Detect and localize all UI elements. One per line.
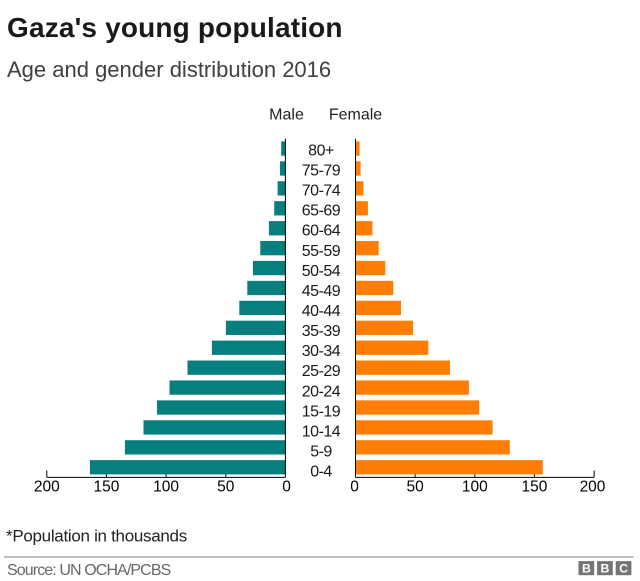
svg-text:200: 200 — [580, 479, 606, 496]
svg-text:C: C — [619, 562, 628, 576]
svg-text:65-69: 65-69 — [302, 203, 341, 220]
svg-text:20-24: 20-24 — [302, 383, 341, 400]
svg-text:5-9: 5-9 — [310, 443, 332, 460]
svg-text:Female: Female — [329, 107, 382, 124]
svg-text:100: 100 — [153, 479, 179, 496]
svg-text:0: 0 — [350, 479, 359, 496]
svg-text:50: 50 — [407, 479, 425, 496]
svg-text:70-74: 70-74 — [302, 183, 341, 200]
svg-text:25-29: 25-29 — [302, 363, 341, 380]
svg-text:200: 200 — [34, 479, 60, 496]
svg-text:45-49: 45-49 — [302, 283, 341, 300]
svg-text:0: 0 — [282, 479, 291, 496]
svg-text:60-64: 60-64 — [302, 223, 341, 240]
svg-text:Age and gender distribution 20: Age and gender distribution 2016 — [7, 57, 331, 82]
svg-text:*Population in thousands: *Population in thousands — [6, 527, 187, 546]
svg-text:150: 150 — [94, 479, 120, 496]
svg-text:55-59: 55-59 — [302, 243, 341, 260]
svg-text:75-79: 75-79 — [302, 162, 341, 179]
svg-text:B: B — [601, 562, 610, 576]
svg-text:Source: UN OCHA/PCBS: Source: UN OCHA/PCBS — [7, 562, 171, 579]
svg-text:B: B — [582, 562, 591, 576]
svg-text:150: 150 — [522, 479, 548, 496]
svg-text:15-19: 15-19 — [302, 403, 341, 420]
svg-text:50-54: 50-54 — [302, 263, 341, 280]
svg-text:80+: 80+ — [308, 142, 334, 159]
svg-text:35-39: 35-39 — [302, 323, 341, 340]
svg-text:50: 50 — [217, 479, 235, 496]
svg-text:Male: Male — [269, 107, 304, 124]
svg-text:30-34: 30-34 — [302, 343, 341, 360]
svg-text:100: 100 — [462, 479, 488, 496]
svg-text:40-44: 40-44 — [302, 303, 341, 320]
svg-text:Gaza's young population: Gaza's young population — [7, 12, 343, 43]
svg-text:0-4: 0-4 — [310, 464, 332, 481]
svg-text:10-14: 10-14 — [302, 423, 341, 440]
